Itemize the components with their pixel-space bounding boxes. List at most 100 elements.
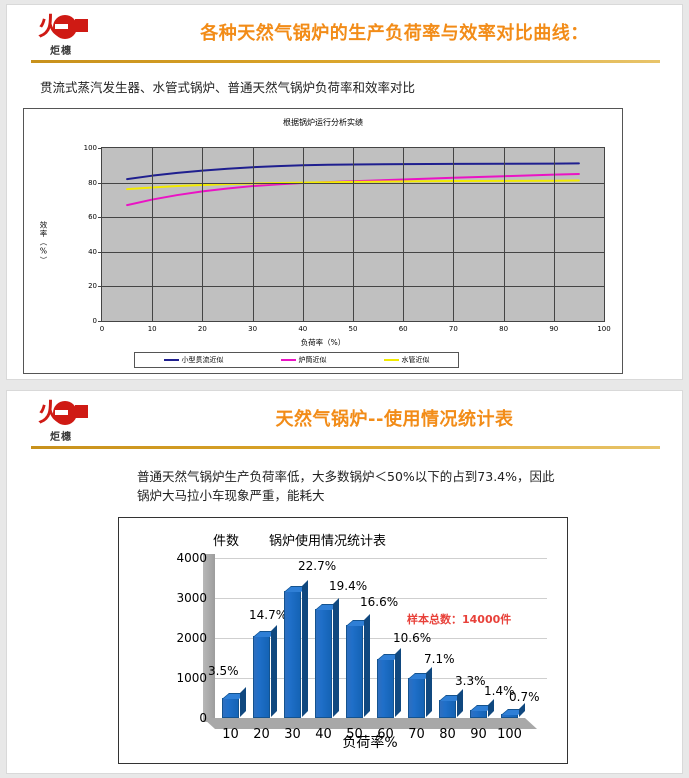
- gridline-horizontal: [215, 598, 547, 599]
- bar-data-label: 3.3%: [455, 673, 486, 688]
- bar-data-label: 19.4%: [329, 579, 368, 594]
- bar-side-face: [488, 699, 494, 717]
- y-axis-tick-label: 1000: [176, 671, 207, 685]
- y-axis-tick-mark: [98, 182, 102, 184]
- y-axis-tick-mark: [98, 217, 102, 219]
- y-axis-tick-label: 80: [88, 178, 97, 187]
- y-axis-tick-mark: [98, 286, 102, 288]
- x-axis-tick-label: 100: [497, 727, 522, 742]
- x-axis-tick-label: 90: [549, 325, 559, 333]
- line-chart-legend: 小型贯流近似 炉筒近似 水管近似: [134, 352, 459, 368]
- bar-chart: 件数 锅炉使用情况统计表 样本总数：14000件 0 1000 2000 3000 40…: [118, 517, 568, 764]
- y-axis-tick-label: 4000: [176, 551, 207, 565]
- gridline-horizontal: [215, 558, 547, 559]
- x-axis-tick-label: 40: [315, 727, 332, 742]
- gridline-vertical: [553, 148, 555, 321]
- bar-data-label: 16.6%: [360, 595, 399, 610]
- x-axis-tick-label: 70: [408, 727, 425, 742]
- y-axis-tick-mark: [98, 321, 102, 322]
- bar-data-label: 1.4%: [484, 684, 515, 699]
- bar-side-face: [271, 624, 277, 717]
- bar-data-label: 14.7%: [249, 607, 288, 622]
- bar[interactable]: [284, 579, 309, 718]
- y-axis-tick-label: 0: [92, 317, 97, 325]
- x-axis-tick-label: 40: [298, 325, 308, 333]
- slide2-paragraph: 普通天然气锅炉生产负荷率低，大多数锅炉＜50%以下的占到73.4%，因此锅炉大马…: [137, 469, 555, 503]
- logo-wordmark: 炬橞: [50, 46, 72, 57]
- bar[interactable]: [470, 699, 495, 718]
- bar-data-label: 22.7%: [298, 558, 337, 573]
- bar[interactable]: [439, 688, 464, 718]
- slide2-header: 火 炬橞 天然气锅炉--使用情况统计表: [7, 391, 682, 449]
- legend-swatch-icon: [383, 359, 399, 361]
- slide-usage-statistics: 火 炬橞 天然气锅炉--使用情况统计表 普通天然气锅炉生产负荷率低，大多数锅炉＜…: [6, 390, 683, 774]
- legend-item[interactable]: 水管近似: [383, 355, 430, 365]
- bar-chart-title: 锅炉使用情况统计表: [269, 534, 387, 549]
- company-logo: 火 炬橞: [29, 399, 93, 447]
- x-axis-tick-label: 60: [377, 727, 394, 742]
- legend-swatch-icon: [163, 359, 179, 361]
- bar[interactable]: [222, 687, 247, 718]
- slide1-subtitle: 贯流式蒸汽发生器、水管式锅炉、普通天然气锅炉负荷率和效率对比: [40, 80, 416, 95]
- slide-efficiency-curves: 火 炬橞 各种天然气锅炉的生产负荷率与效率对比曲线： 贯流式蒸汽发生器、水管式锅…: [6, 4, 683, 380]
- slide2-title: 天然气锅炉--使用情况统计表: [275, 409, 514, 430]
- bar-data-label: 10.6%: [393, 630, 432, 645]
- bar-data-label: 3.5%: [208, 664, 239, 679]
- header-divider: [31, 446, 660, 449]
- bar-data-label: 0.7%: [509, 690, 540, 705]
- x-axis-tick-label: 90: [470, 727, 487, 742]
- x-axis-tick-label: 10: [147, 325, 157, 333]
- bar-chart-y-axis-label: 件数: [213, 534, 240, 549]
- x-axis-tick-label: 0: [99, 325, 105, 333]
- line-chart-plot-area: 0 10 20 30 40 50 60 70 80 90 100 0 20 40 60 80 100: [84, 144, 611, 333]
- x-axis-tick-label: 20: [197, 325, 207, 333]
- logo-disc-icon: [53, 401, 77, 425]
- logo-disc-icon: [53, 15, 77, 39]
- y-axis-tick-mark: [98, 251, 102, 253]
- x-axis-tick-label: 30: [248, 325, 258, 333]
- x-axis-tick-label: 60: [398, 325, 408, 333]
- legend-label: 炉筒近似: [298, 356, 327, 364]
- bar-chart-x-axis-label: 负荷率%: [342, 735, 398, 751]
- x-axis-tick-label: 70: [448, 325, 458, 333]
- gridline-vertical: [152, 148, 154, 321]
- bar-data-label: 7.1%: [424, 652, 455, 667]
- line-chart-y-axis-label: 效率（%）: [39, 221, 48, 265]
- bar-chart-annotation: 样本总数：14000件: [407, 613, 512, 626]
- bar[interactable]: [315, 598, 340, 718]
- logo-wordmark: 炬橞: [50, 432, 72, 443]
- logo-mark: 火: [32, 13, 90, 43]
- chart-wall: [203, 554, 215, 722]
- gridline-horizontal: [102, 251, 604, 253]
- slide1-title: 各种天然气锅炉的生产负荷率与效率对比曲线：: [200, 23, 589, 44]
- y-axis-tick-label: 2000: [176, 631, 207, 645]
- slide1-header: 火 炬橞 各种天然气锅炉的生产负荷率与效率对比曲线：: [7, 5, 682, 63]
- x-axis-tick-label: 100: [597, 325, 611, 333]
- company-logo: 火 炬橞: [29, 13, 93, 61]
- logo-tab-icon: [75, 19, 88, 32]
- y-axis-tick-label: 20: [88, 282, 97, 291]
- y-axis-tick-label: 3000: [176, 591, 207, 605]
- bar[interactable]: [501, 703, 526, 718]
- bar-side-face: [519, 703, 525, 717]
- bar[interactable]: [377, 647, 402, 718]
- logo-mark: 火: [32, 399, 90, 429]
- x-axis-tick-label: 50: [346, 727, 363, 742]
- bar-chart-plot-area: 0 1000 2000 3000 4000 3.5% 10 14.7% 20 22.7% 30 19.…: [176, 551, 547, 742]
- bar-side-face: [395, 647, 401, 717]
- bar[interactable]: [408, 667, 433, 718]
- bar[interactable]: [253, 624, 278, 718]
- line-chart: 根据锅炉运行分析实绩 效率（%） 0 10 20 30 40 50 60 70 80 90 100 0…: [23, 108, 623, 374]
- bar-side-face: [302, 579, 308, 717]
- x-axis-tick-label: 80: [499, 325, 509, 333]
- header-divider: [31, 60, 660, 63]
- legend-item[interactable]: 炉筒近似: [280, 355, 327, 365]
- bar[interactable]: [346, 614, 371, 718]
- x-axis-tick-label: 30: [284, 727, 301, 742]
- y-axis-tick-label: 60: [88, 213, 97, 222]
- gridline-vertical: [252, 148, 254, 321]
- y-axis-tick-mark: [98, 148, 102, 149]
- gridline-vertical: [302, 148, 304, 321]
- legend-item[interactable]: 小型贯流近似: [163, 355, 224, 365]
